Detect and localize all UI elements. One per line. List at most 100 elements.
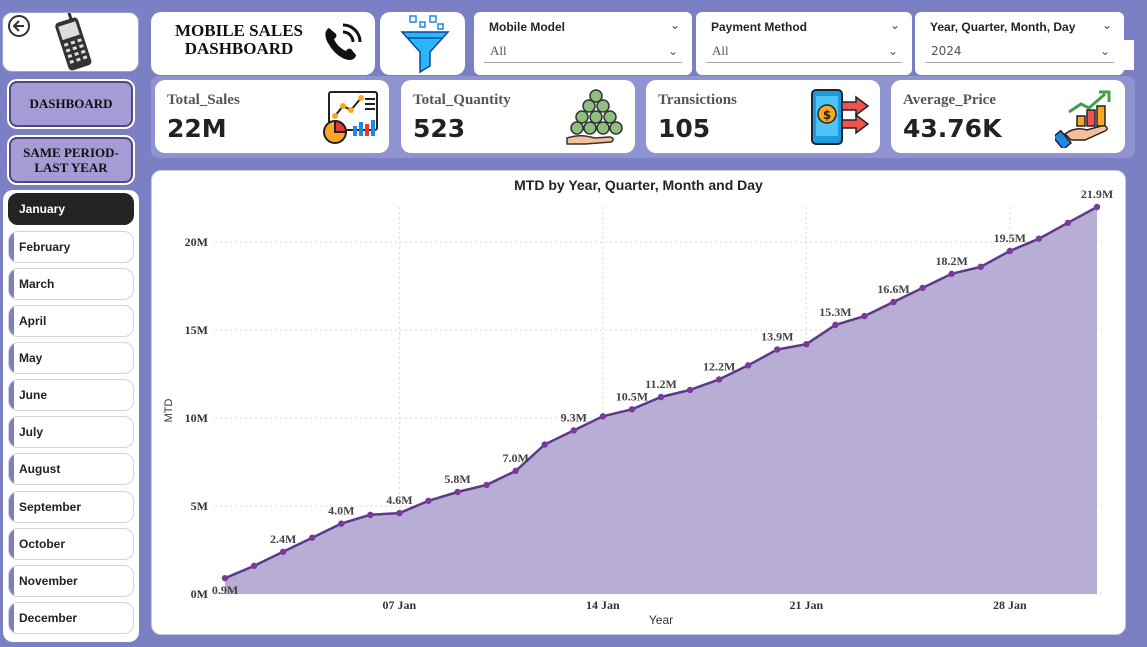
date-value: 2024 [931,44,962,58]
data-point [919,284,926,292]
data-point [309,534,316,541]
data-label: 4.0M [328,504,354,518]
kpi-label: Transictions [658,92,737,108]
filter-panel[interactable] [380,12,465,75]
kpi-card-transactions: Transictions 105 $ [646,80,880,153]
data-point [570,427,577,434]
data-point [1064,219,1072,227]
data-label: 12.2M [703,359,735,373]
mtd-chart-panel: MTD by Year, Quarter, Month and Day 0.9M… [151,170,1126,635]
chevron-down-icon[interactable]: ⌄ [669,18,680,32]
date-dropdown[interactable]: 2024 ⌄ [925,40,1114,63]
kpi-value: 105 [658,114,711,143]
kpi-value: 22M [167,114,227,143]
data-label: 10.5M [616,389,648,403]
data-point [977,263,984,271]
same-period-label-line-1: SAME PERIOD- [23,145,119,160]
month-button-october[interactable]: October [8,528,134,560]
data-point [396,509,403,517]
data-point [628,406,636,413]
data-point [1093,203,1101,211]
logo-panel [2,12,139,72]
month-button-april[interactable]: April [8,305,134,337]
mobile-payment-icon: $ [811,89,870,145]
data-label: 15.3M [819,305,851,319]
date-hierarchy-slicer[interactable]: Year, Quarter, Month, Day ⌄ 2024 ⌄ [915,12,1124,75]
x-tick-label: 14 Jan [586,598,620,612]
growth-hand-icon [1055,90,1111,148]
same-period-last-year-button[interactable]: SAME PERIOD- LAST YEAR [9,137,133,183]
kpi-card-average-price: Average_Price 43.76K [891,80,1125,153]
month-button-february[interactable]: February [8,231,134,263]
data-point [832,321,839,329]
sales-report-icon [323,91,378,144]
y-tick-label: 5M [191,499,208,513]
mobile-model-slicer[interactable]: Mobile Model ⌄ All ⌄ [474,12,692,75]
chevron-down-icon[interactable]: ⌄ [1099,44,1110,58]
data-point [948,270,955,278]
payment-method-dropdown[interactable]: All ⌄ [706,40,902,63]
data-point [861,312,868,320]
dashboard-nav-button[interactable]: DASHBOARD [9,81,133,127]
data-point [367,511,374,519]
kpi-label: Total_Quantity [413,92,511,108]
mobile-model-value: All [490,43,507,58]
kpi-card-total-sales: Total_Sales 22M [155,80,389,153]
x-tick-label: 21 Jan [789,598,823,612]
chevron-down-icon[interactable]: ⌄ [667,44,678,58]
data-label: 11.2M [645,377,677,391]
payment-method-value: All [712,43,729,58]
y-tick-label: 0M [191,587,208,601]
same-period-label-line-2: LAST YEAR [34,160,108,175]
filter-funnel-icon[interactable] [400,14,450,74]
data-label: 4.6M [386,493,412,507]
back-arrow-icon[interactable] [8,15,30,37]
month-button-july[interactable]: July [8,416,134,448]
month-button-december[interactable]: December [8,602,134,634]
data-point [512,467,519,475]
chevron-down-icon[interactable]: ⌄ [889,18,900,32]
data-point [221,574,229,582]
month-button-august[interactable]: August [8,453,134,485]
data-point [425,497,432,504]
y-tick-label: 15M [185,323,208,337]
data-point [715,376,723,383]
month-button-january[interactable]: January [8,193,134,225]
payment-method-slicer[interactable]: Payment Method ⌄ All ⌄ [696,12,912,75]
mobile-phone-icon [55,13,92,71]
data-label: 0.9M [212,583,238,597]
page-title: MOBILE SALES DASHBOARD [165,22,313,58]
month-button-june[interactable]: June [8,379,134,411]
data-label: 2.4M [270,532,296,546]
data-point [483,481,490,489]
y-axis-title: MTD [163,399,175,423]
data-label: 13.9M [761,329,793,343]
mobile-model-dropdown[interactable]: All ⌄ [484,40,682,63]
slicer-edge [1124,40,1134,70]
data-label: 18.2M [936,254,968,268]
data-point [279,548,287,555]
month-button-november[interactable]: November [8,565,134,597]
title-line-1: MOBILE SALES [174,21,303,40]
chevron-down-icon[interactable]: ⌄ [1101,18,1112,32]
x-tick-label: 07 Jan [383,598,417,612]
data-label: 21.9M [1081,187,1113,201]
data-label: 19.5M [994,231,1026,245]
data-point [657,393,665,401]
chevron-down-icon[interactable]: ⌄ [887,44,898,58]
data-label: 16.6M [877,282,909,296]
data-label: 7.0M [503,451,529,465]
y-tick-label: 10M [185,411,208,425]
money-stack-hand-icon [566,89,623,145]
date-hierarchy-label: Year, Quarter, Month, Day [930,20,1076,34]
kpi-label: Total_Sales [167,92,240,108]
data-point [686,386,694,394]
month-button-march[interactable]: March [8,268,134,300]
data-point [454,488,461,496]
data-label: 9.3M [561,410,587,424]
month-button-may[interactable]: May [8,342,134,374]
data-point [1006,247,1013,255]
month-slicer: January February March April May June Ju… [3,190,139,642]
month-button-september[interactable]: September [8,491,134,523]
